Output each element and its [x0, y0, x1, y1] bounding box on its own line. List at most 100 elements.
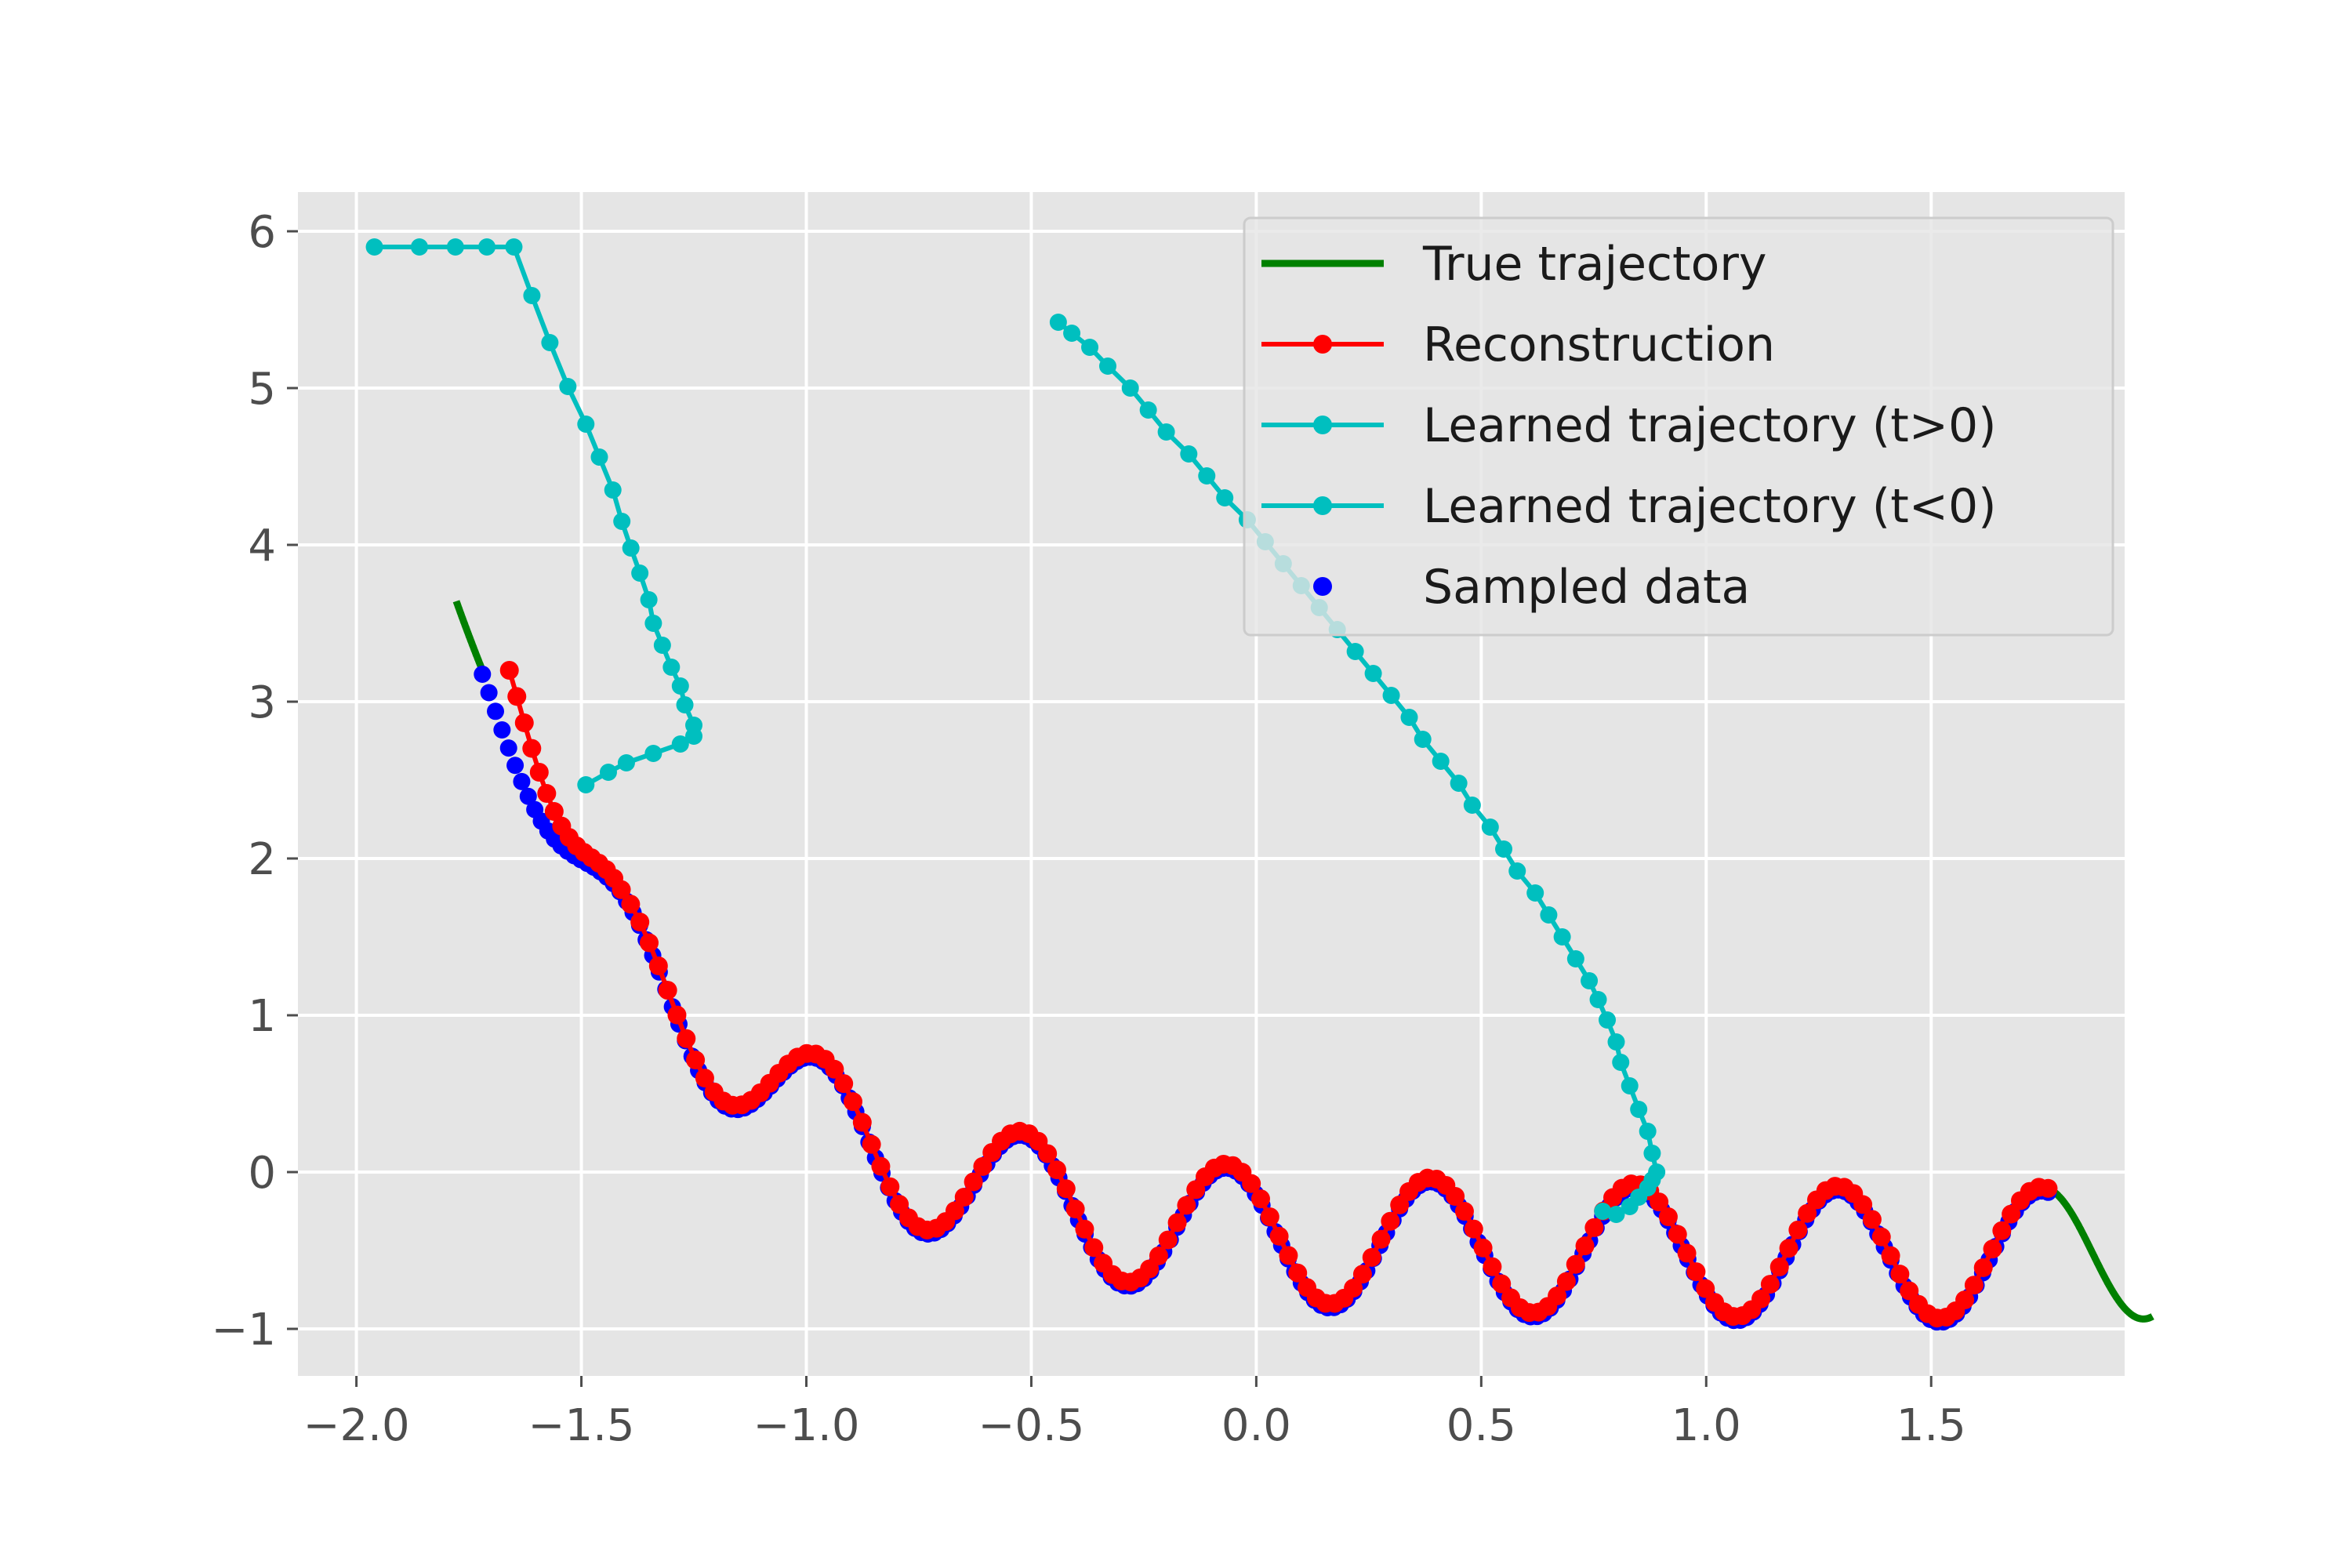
learned-trajectory-point [617, 754, 635, 771]
x-tick-label: 0.0 [1221, 1400, 1291, 1451]
learned-trajectory-point [365, 238, 383, 256]
reconstruction-point [973, 1156, 993, 1176]
x-tick-label: −1.0 [753, 1400, 860, 1451]
reconstruction-point [1065, 1200, 1085, 1219]
reconstruction-point [1390, 1195, 1410, 1214]
learned-trajectory-point [1450, 775, 1468, 792]
learned-trajectory-point [1566, 950, 1584, 967]
reconstruction-point [2038, 1178, 2058, 1198]
learned-trajectory-point [1581, 972, 1599, 989]
learned-trajectory-point [1648, 1163, 1666, 1181]
legend-label: Sampled data [1423, 560, 1750, 615]
learned-trajectory-point [1630, 1101, 1648, 1118]
reconstruction-point [1650, 1192, 1669, 1212]
reconstruction-point [1677, 1243, 1697, 1263]
learned-trajectory-point [644, 745, 662, 762]
learned-trajectory-point [1639, 1123, 1657, 1140]
reconstruction-point [1779, 1239, 1798, 1258]
reconstruction-point [621, 895, 641, 914]
learned-trajectory-point [622, 539, 640, 557]
reconstruction-point [1242, 1174, 1261, 1193]
reconstruction-point [1853, 1195, 1873, 1214]
reconstruction-point [954, 1187, 974, 1207]
reconstruction-point [1881, 1246, 1900, 1265]
reconstruction-point [667, 1005, 687, 1025]
reconstruction-point [1084, 1238, 1104, 1258]
legend-handle-marker [1313, 577, 1332, 596]
reconstruction-point [1492, 1274, 1512, 1294]
reconstruction-point [1047, 1160, 1066, 1180]
learned-trajectory-point [1081, 339, 1099, 356]
learned-trajectory-point [1139, 401, 1157, 419]
reconstruction-point [1454, 1202, 1474, 1221]
learned-trajectory-point [671, 735, 689, 753]
reconstruction-point [1871, 1227, 1891, 1247]
reconstruction-point [1158, 1230, 1178, 1250]
reconstruction-point [677, 1029, 696, 1048]
legend-handle-marker [1313, 496, 1332, 515]
learned-trajectory-point [1463, 797, 1481, 814]
reconstruction-point [1381, 1211, 1400, 1231]
learned-trajectory-point [577, 776, 595, 793]
reconstruction-point [890, 1195, 909, 1214]
reconstruction-point [1149, 1246, 1168, 1265]
reconstruction-point [1362, 1247, 1381, 1267]
y-tick-label: 3 [248, 677, 276, 728]
reconstruction-point [1992, 1221, 2012, 1240]
reconstruction-point [880, 1177, 900, 1196]
learned-trajectory-point [676, 696, 694, 713]
legend-handle-marker [1313, 335, 1332, 354]
legend-frame [1243, 216, 2114, 637]
reconstruction-point [1288, 1263, 1308, 1283]
reconstruction-point [1483, 1257, 1502, 1276]
learned-trajectory-point [478, 238, 496, 256]
y-tick-label: 1 [248, 991, 276, 1042]
reconstruction-point [964, 1172, 983, 1192]
reconstruction-point [1473, 1238, 1493, 1258]
reconstruction-point [1760, 1275, 1780, 1294]
learned-trajectory-point [640, 591, 658, 608]
reconstruction-point [1260, 1207, 1279, 1227]
reconstruction-point [537, 784, 557, 804]
reconstruction-point [522, 739, 542, 758]
learned-trajectory-point [1607, 1033, 1625, 1051]
x-tick-label: −2.0 [303, 1400, 410, 1451]
x-tick-label: 1.5 [1896, 1400, 1966, 1451]
reconstruction-point [1798, 1203, 1817, 1223]
reconstruction-point [499, 661, 519, 680]
series-learned-trajectory-tpos [1049, 314, 1666, 1223]
learned-trajectory-point [1607, 1206, 1625, 1223]
learned-trajectory-point [523, 287, 541, 304]
sampled-data-point [513, 772, 531, 790]
sampled-data-point [487, 702, 505, 720]
sampled-data-point [506, 757, 524, 775]
sampled-data-point [474, 666, 492, 683]
learned-trajectory-point [541, 334, 559, 351]
reconstruction-point [1658, 1207, 1678, 1227]
learned-trajectory-point [1400, 709, 1418, 726]
reconstruction-point [1177, 1196, 1196, 1215]
reconstruction-point [1769, 1257, 1789, 1276]
learned-trajectory-point [1414, 731, 1432, 748]
learned-trajectory-point [1099, 358, 1117, 375]
legend: True trajectory Reconstruction Learned tra… [1243, 216, 2114, 637]
learned-trajectory-point [1540, 906, 1558, 924]
legend-handle-marker [1313, 416, 1332, 434]
reconstruction-point [1548, 1286, 1567, 1305]
learned-trajectory-point [1063, 325, 1081, 342]
sampled-data-point [499, 739, 517, 757]
learned-trajectory-point [1364, 665, 1382, 682]
learned-trajectory-point [559, 378, 577, 395]
learned-trajectory-point [1643, 1145, 1661, 1162]
reconstruction-point [1167, 1213, 1187, 1232]
learned-trajectory-point [1049, 314, 1067, 331]
y-tick-label: 0 [248, 1148, 276, 1199]
reconstruction-point [544, 802, 564, 822]
reconstruction-point [630, 913, 650, 932]
reconstruction-point [1344, 1279, 1363, 1298]
reconstruction-point [1973, 1258, 1993, 1277]
series-learned-trajectory-tneg [365, 238, 703, 793]
reconstruction-point [852, 1112, 872, 1132]
reconstruction-point [1788, 1220, 1808, 1240]
